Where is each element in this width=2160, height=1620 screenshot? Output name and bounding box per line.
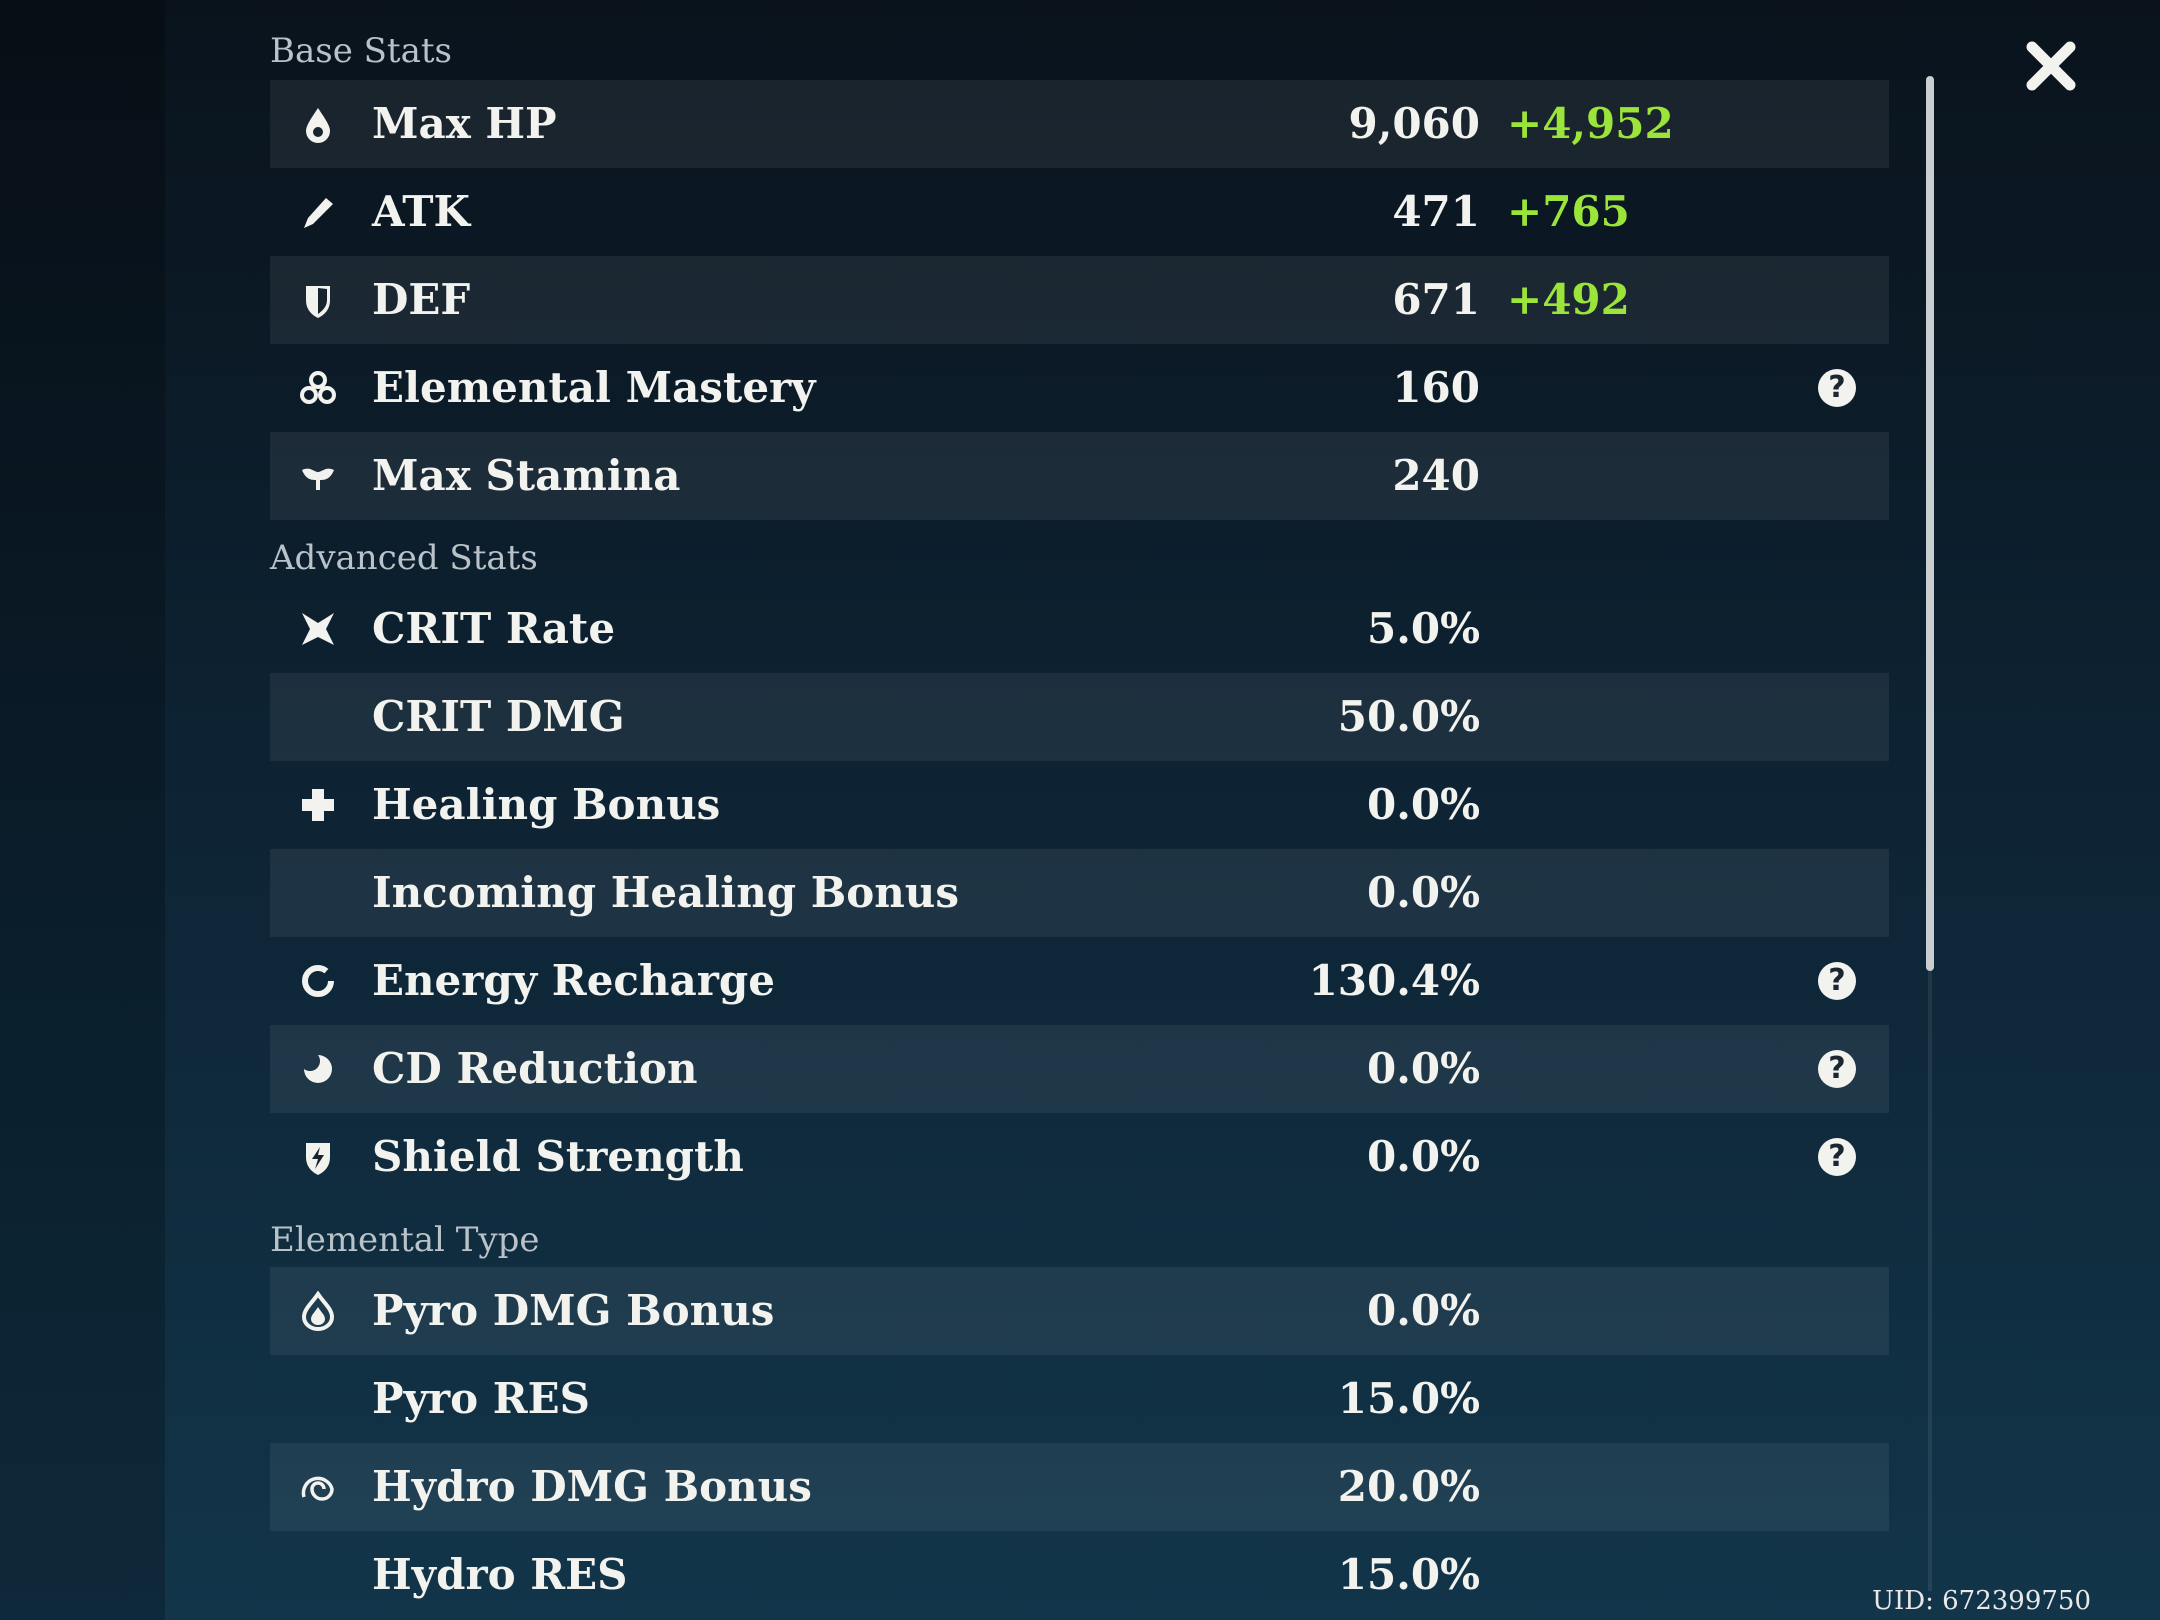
stat-label: ATK: [372, 187, 471, 236]
stat-icon: [301, 1291, 335, 1331]
stat-value: 9,060: [1348, 99, 1480, 148]
stat-row: CRIT DMG 50.0%: [270, 673, 1889, 761]
stat-bonus: +765: [1507, 187, 1630, 236]
help-button[interactable]: ?: [1818, 1138, 1856, 1176]
stat-row: ATK 471 +765: [270, 168, 1889, 256]
stat-label: Pyro DMG Bonus: [372, 1286, 775, 1335]
stat-row: Pyro RES 15.0%: [270, 1355, 1889, 1443]
stat-label: Incoming Healing Bonus: [372, 868, 959, 917]
stat-value: 15.0%: [1337, 1550, 1480, 1599]
stat-label: CRIT Rate: [372, 604, 616, 653]
close-button[interactable]: [2024, 39, 2078, 93]
stat-row: Healing Bonus 0.0%: [270, 761, 1889, 849]
stat-row: Hydro DMG Bonus 20.0%: [270, 1443, 1889, 1531]
stat-value: 50.0%: [1337, 692, 1480, 741]
stat-row: Incoming Healing Bonus 0.0%: [270, 849, 1889, 937]
stat-row: Elemental Mastery 160?: [270, 344, 1889, 432]
stat-value: 15.0%: [1337, 1374, 1480, 1423]
help-button[interactable]: ?: [1818, 369, 1856, 407]
stat-icon: [306, 108, 330, 143]
stat-icon: [304, 198, 333, 228]
stat-value: 0.0%: [1367, 1044, 1480, 1093]
stat-icon: [302, 613, 334, 645]
stat-row: Pyro DMG Bonus 0.0%: [270, 1267, 1889, 1355]
stat-label: DEF: [372, 275, 471, 324]
stat-icon: [306, 286, 330, 318]
stat-label: Energy Recharge: [372, 956, 775, 1005]
stat-value: 20.0%: [1337, 1462, 1480, 1511]
stat-label: Shield Strength: [372, 1132, 744, 1181]
stat-value: 130.4%: [1308, 956, 1480, 1005]
stat-label: CD Reduction: [372, 1044, 698, 1093]
stat-value: 0.0%: [1367, 868, 1480, 917]
stat-value: 160: [1392, 363, 1480, 412]
stat-bonus: +492: [1507, 275, 1630, 324]
scroll-track: [1928, 971, 1932, 1591]
stat-icon: [306, 1143, 330, 1175]
stat-row: Hydro RES 15.0%: [270, 1531, 1889, 1619]
section-header: Base Stats: [270, 31, 452, 71]
stat-label: Hydro RES: [372, 1550, 628, 1599]
stat-label: Elemental Mastery: [372, 363, 816, 412]
section-header: Elemental Type: [270, 1220, 540, 1260]
stat-label: Hydro DMG Bonus: [372, 1462, 812, 1511]
stat-value: 0.0%: [1367, 780, 1480, 829]
stat-value: 5.0%: [1367, 604, 1480, 653]
stat-value: 240: [1392, 451, 1480, 500]
stat-label: Max HP: [372, 99, 557, 148]
stat-icon: [300, 371, 336, 404]
stat-row: DEF 671 +492: [270, 256, 1889, 344]
stat-row: Max HP 9,060 +4,952: [270, 80, 1889, 168]
stat-icon: [302, 468, 334, 490]
stat-icon: [302, 789, 334, 821]
help-button[interactable]: ?: [1818, 962, 1856, 1000]
stat-icon: [302, 965, 334, 997]
section-header: Advanced Stats: [270, 538, 538, 578]
stat-label: Healing Bonus: [372, 780, 721, 829]
stat-value: 0.0%: [1367, 1132, 1480, 1181]
stat-value: 671: [1392, 275, 1480, 324]
stat-label: CRIT DMG: [372, 692, 625, 741]
stat-row: CRIT Rate 5.0%: [270, 585, 1889, 673]
sidebar: [0, 0, 165, 1620]
stat-icon: [304, 1055, 332, 1083]
stat-row: Shield Strength 0.0%?: [270, 1113, 1889, 1201]
stat-value: 0.0%: [1367, 1286, 1480, 1335]
stat-bonus: +4,952: [1507, 99, 1674, 148]
scrollbar[interactable]: [1926, 76, 1934, 971]
stat-row: Max Stamina 240: [270, 432, 1889, 520]
stat-icon: [301, 1476, 334, 1501]
uid: UID: 672399750: [1872, 1586, 2091, 1616]
stat-row: CD Reduction 0.0%?: [270, 1025, 1889, 1113]
stat-value: 471: [1392, 187, 1480, 236]
stat-row: Energy Recharge 130.4%?: [270, 937, 1889, 1025]
help-button[interactable]: ?: [1818, 1050, 1856, 1088]
stat-label: Max Stamina: [372, 451, 681, 500]
stat-label: Pyro RES: [372, 1374, 590, 1423]
